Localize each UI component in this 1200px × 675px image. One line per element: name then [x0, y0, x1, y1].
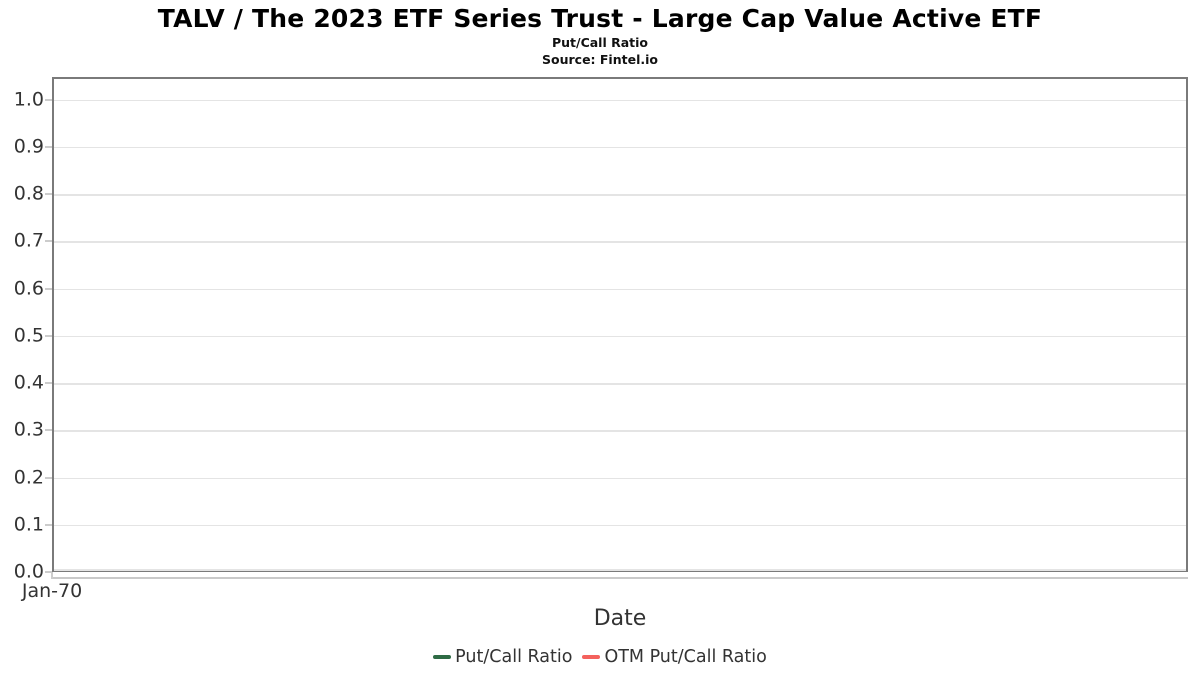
- chart-source: Source: Fintel.io: [542, 52, 658, 67]
- y-tick-label: 0.6: [13, 277, 44, 300]
- gridline: [54, 288, 1186, 291]
- y-tick-label: 0.0: [13, 560, 44, 583]
- plot-area: [52, 77, 1188, 572]
- y-tick-label: 0.4: [13, 371, 44, 394]
- y-tick-label: 0.2: [13, 466, 44, 489]
- gridline: [54, 241, 1186, 243]
- x-axis-title: Date: [593, 606, 647, 631]
- y-tick-mark: [45, 523, 52, 526]
- y-tick-label: 0.1: [13, 513, 44, 536]
- y-tick-label: 0.8: [13, 182, 44, 205]
- y-tick-label: 0.7: [13, 229, 44, 252]
- y-tick-label: 0.9: [13, 135, 44, 158]
- y-tick-mark: [45, 382, 52, 385]
- y-tick-label: 1.0: [13, 88, 44, 111]
- gridline: [54, 477, 1186, 480]
- gridline: [54, 99, 1186, 102]
- y-tick-mark: [45, 145, 52, 148]
- chart-subtitle: Put/Call Ratio: [551, 35, 649, 50]
- x-axis-line: [52, 577, 1188, 579]
- gridline: [54, 383, 1186, 385]
- legend: Put/Call Ratio OTM Put/Call Ratio: [0, 647, 1200, 667]
- y-tick-mark: [45, 571, 52, 573]
- y-tick-mark: [45, 429, 52, 432]
- y-tick-mark: [45, 476, 52, 479]
- y-tick-mark: [45, 98, 52, 101]
- y-tick-mark: [45, 287, 52, 290]
- gridline: [54, 146, 1186, 149]
- gridline: [54, 430, 1186, 432]
- x-tick-mark: [51, 572, 53, 579]
- y-tick-label: 0.5: [13, 324, 44, 347]
- y-tick-mark: [45, 240, 52, 243]
- gridline: [54, 569, 1186, 571]
- chart-title: TALV / The 2023 ETF Series Trust - Large…: [157, 4, 1043, 33]
- gridline: [54, 194, 1186, 196]
- legend-item-put-call-ratio[interactable]: Put/Call Ratio: [433, 647, 572, 667]
- legend-label: OTM Put/Call Ratio: [604, 647, 767, 667]
- legend-item-otm-put-call-ratio[interactable]: OTM Put/Call Ratio: [582, 647, 767, 667]
- y-tick-label: 0.3: [13, 418, 44, 441]
- gridline: [54, 335, 1186, 338]
- y-tick-mark: [45, 334, 52, 337]
- legend-series-line-icon: [582, 655, 601, 659]
- legend-label: Put/Call Ratio: [455, 647, 573, 667]
- legend-series-line-icon: [433, 655, 452, 659]
- gridline: [54, 524, 1186, 527]
- y-tick-mark: [45, 193, 52, 196]
- x-tick-label: Jan-70: [21, 580, 83, 602]
